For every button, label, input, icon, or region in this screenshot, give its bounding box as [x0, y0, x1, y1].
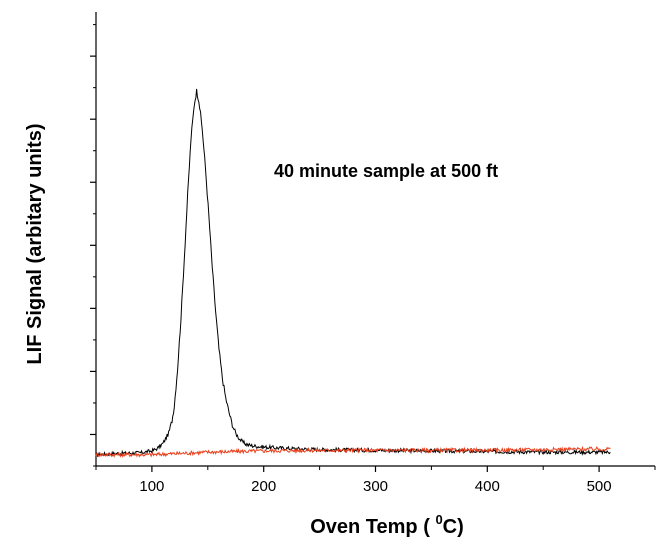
x-axis-title-end: C) [443, 516, 464, 538]
y-axis-title: LIF Signal (arbitary units) [24, 123, 46, 364]
axes [95, 12, 655, 467]
x-tick-label: 500 [587, 478, 612, 495]
ticks: 100 200 300 400 500 [90, 24, 656, 495]
x-axis-title-main: Oven Temp ( [310, 516, 435, 538]
series [95, 88, 611, 458]
x-axis-title: Oven Temp ( 0C) [310, 512, 464, 538]
chart-annotation: 40 minute sample at 500 ft [274, 161, 498, 181]
x-axis-title-superscript: 0 [435, 512, 442, 527]
x-tick-label: 300 [363, 478, 388, 495]
x-tick-label: 200 [251, 478, 276, 495]
x-tick-label: 100 [139, 478, 164, 495]
series-line-1 [95, 445, 611, 458]
x-tick-label: 400 [475, 478, 500, 495]
series-line-0 [95, 88, 611, 458]
